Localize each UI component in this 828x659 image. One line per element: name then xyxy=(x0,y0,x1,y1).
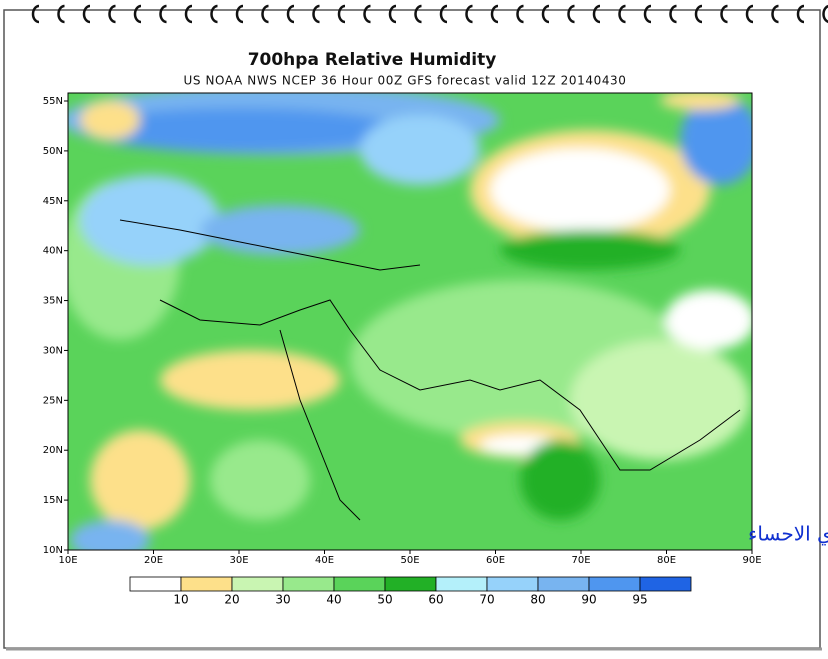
lon-label: 40E xyxy=(315,555,334,566)
legend-label: 90 xyxy=(581,593,596,607)
lat-label: 50N xyxy=(43,146,63,157)
legend-swatch xyxy=(283,577,334,591)
legend-label: 30 xyxy=(275,593,290,607)
legend-label: 50 xyxy=(377,593,392,607)
lon-label: 10E xyxy=(58,555,77,566)
legend-swatch xyxy=(181,577,232,591)
legend-swatch xyxy=(589,577,640,591)
legend-swatch xyxy=(538,577,589,591)
lon-label: 50E xyxy=(400,555,419,566)
legend-label: 80 xyxy=(530,593,545,607)
lon-label: 90E xyxy=(742,555,761,566)
lat-label: 35N xyxy=(43,296,63,307)
legend-label: 40 xyxy=(326,593,341,607)
legend-swatch xyxy=(232,577,283,591)
lon-label: 60E xyxy=(486,555,505,566)
lat-label: 55N xyxy=(43,96,63,107)
legend-label: 10 xyxy=(173,593,188,607)
lat-label: 30N xyxy=(43,345,63,356)
lon-label: 70E xyxy=(571,555,590,566)
lat-label: 45N xyxy=(43,196,63,207)
lat-label: 20N xyxy=(43,445,63,456)
humidity-field xyxy=(60,85,760,560)
legend-swatch xyxy=(334,577,385,591)
ring xyxy=(824,6,828,22)
lon-label: 30E xyxy=(229,555,248,566)
lat-label: 40N xyxy=(43,246,63,257)
lon-label: 20E xyxy=(144,555,163,566)
lat-label: 25N xyxy=(43,395,63,406)
legend-label: 70 xyxy=(479,593,494,607)
map-subtitle: US NOAA NWS NCEP 36 Hour 00Z GFS forecas… xyxy=(183,74,626,88)
legend-label: 95 xyxy=(632,593,647,607)
legend-label: 20 xyxy=(224,593,239,607)
legend-swatch xyxy=(385,577,436,591)
legend-swatch xyxy=(640,577,691,591)
legend-swatch xyxy=(130,577,181,591)
lon-label: 80E xyxy=(657,555,676,566)
legend-label: 60 xyxy=(428,593,443,607)
map-title: 700hpa Relative Humidity xyxy=(248,50,497,70)
legend-swatch xyxy=(436,577,487,591)
lat-label: 15N xyxy=(43,495,63,506)
legend-swatch xyxy=(487,577,538,591)
watermark: براري الاحساء xyxy=(748,522,828,547)
